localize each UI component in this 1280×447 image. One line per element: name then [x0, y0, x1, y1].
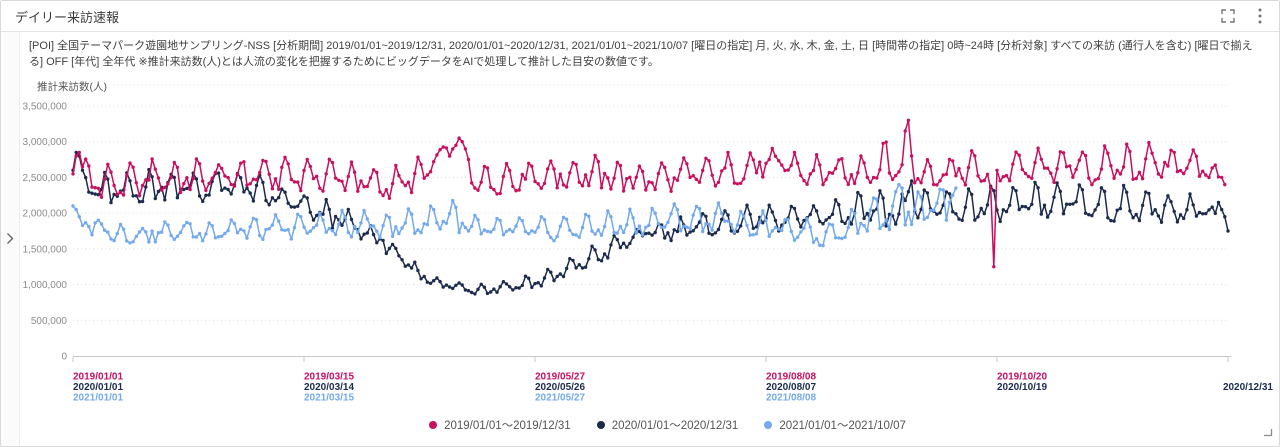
chevron-right-icon [7, 233, 14, 244]
series-2019/01/01〜2019/12/31 [71, 118, 1227, 269]
x-tick-label: 2020/05/26 [535, 382, 585, 393]
fullscreen-icon[interactable] [1219, 7, 1237, 25]
x-tick-label: 2019/03/15 [304, 372, 354, 383]
x-tick-label: 2020/12/31 [1223, 382, 1273, 393]
y-tick-label: 500,000 [31, 316, 68, 327]
x-tick-label: 2020/03/14 [304, 382, 354, 393]
kebab-menu-icon[interactable] [1255, 5, 1265, 27]
legend-label: 2019/01/01〜2019/12/31 [444, 420, 571, 432]
x-tick-label: 2019/10/20 [997, 372, 1047, 383]
legend-dot-icon [764, 421, 773, 429]
y-tick-label: 1,500,000 [23, 244, 68, 255]
x-tick-label: 2019/01/01 [73, 372, 123, 383]
panel-title: デイリー来訪速報 [15, 9, 120, 25]
x-tick-label: 2021/03/15 [304, 393, 354, 404]
legend-item-2020[interactable]: 2020/01/01〜2020/12/31 [596, 417, 739, 433]
y-tick-label: 2,500,000 [23, 173, 68, 184]
y-tick-label: 3,000,000 [23, 137, 68, 148]
x-tick-label: 2021/01/01 [73, 393, 123, 404]
x-tick-label: 2020/10/19 [997, 382, 1047, 393]
legend-item-2021[interactable]: 2021/01/01〜2021/10/07 [764, 417, 906, 433]
y-axis-title: 推計来訪数(人) [37, 79, 111, 94]
legend-item-2019[interactable]: 2019/01/01〜2019/12/31 [429, 417, 571, 433]
x-tick-label: 2020/01/01 [73, 382, 123, 393]
x-tick-label: 2021/05/27 [535, 393, 585, 404]
x-tick-label: 2019/05/27 [535, 372, 585, 383]
x-tick-label: 2021/08/08 [766, 393, 816, 404]
series-2021/01/01〜2021/10/07 [71, 182, 958, 248]
y-tick-label: 3,500,000 [23, 102, 68, 113]
x-tick-label: 2019/08/08 [766, 372, 816, 383]
x-tick-label: 2020/08/07 [766, 382, 816, 393]
analysis-conditions-text: [POI] 全国テーマパーク遊園地サンプリング-NSS [分析期間] 2019/… [29, 40, 1253, 68]
y-tick-label: 2,000,000 [23, 209, 68, 220]
resize-handle[interactable] [1263, 424, 1273, 442]
panel-toolbar [1219, 1, 1265, 31]
legend-dot-icon [429, 421, 438, 429]
legend-label: 2020/01/01〜2020/12/31 [611, 420, 739, 432]
y-tick-label: 0 [61, 352, 67, 363]
panel-header: デイリー来訪速報 [1, 1, 1279, 32]
y-tick-label: 1,000,000 [23, 280, 68, 291]
sidebar-collapse-button[interactable] [1, 32, 20, 445]
legend-dot-icon [596, 421, 605, 429]
legend-label: 2021/01/01〜2021/10/07 [779, 420, 906, 432]
chart-legend: 2019/01/01〜2019/12/31 2020/01/01〜2020/12… [1, 417, 1279, 433]
